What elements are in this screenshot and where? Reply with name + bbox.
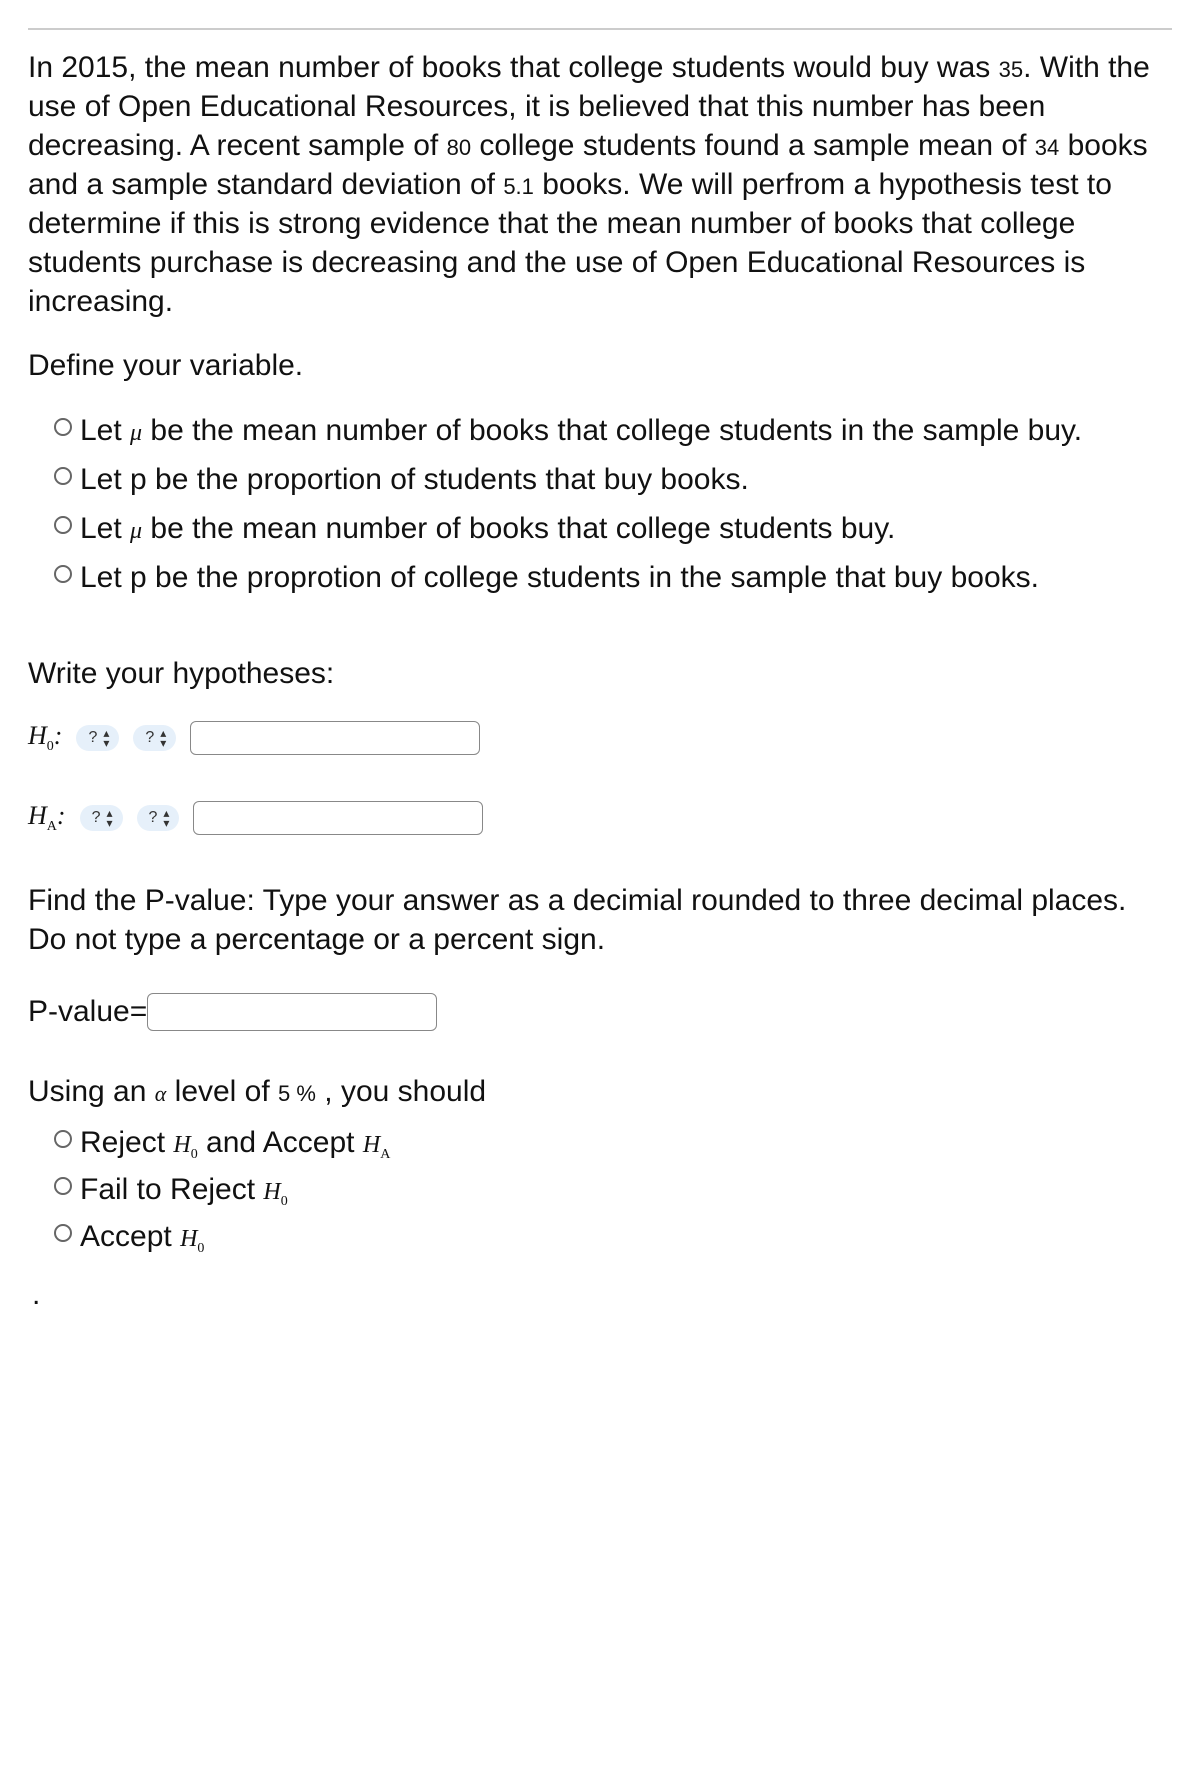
option-text: be the mean number of books that college…	[142, 414, 1082, 447]
option-text: Reject	[80, 1126, 173, 1159]
chevron-updown-icon: ▴▾	[106, 808, 112, 828]
mu-symbol: μ	[130, 518, 142, 544]
prompt-value-80: 80	[447, 135, 471, 160]
option-label: Let p be the proportion of students that…	[80, 460, 749, 499]
pvalue-instruction: Find the P-value: Type your answer as a …	[28, 881, 1172, 959]
select-placeholder: ?	[145, 727, 154, 749]
question-page: In 2015, the mean number of books that c…	[0, 0, 1200, 1352]
pvalue-label: P-value=	[28, 995, 147, 1029]
problem-statement: In 2015, the mean number of books that c…	[28, 48, 1172, 321]
chevron-updown-icon: ▴▾	[160, 728, 166, 748]
define-variable-heading: Define your variable.	[28, 349, 1172, 383]
select-placeholder: ?	[149, 807, 158, 829]
prompt-text: In 2015, the mean number of books that c…	[28, 51, 999, 84]
h-subscript: A	[47, 819, 57, 834]
pvalue-input[interactable]	[147, 993, 437, 1031]
decision-option-reject[interactable]: Reject H0 and Accept HA	[54, 1123, 1172, 1164]
decision-option-accept[interactable]: Accept H0	[54, 1217, 1172, 1258]
chevron-updown-icon: ▴▾	[163, 808, 169, 828]
variable-option-1[interactable]: Let μ be the mean number of books that c…	[54, 411, 1172, 450]
h0-label: H0:	[28, 721, 62, 755]
option-label: Accept H0	[80, 1217, 204, 1258]
chevron-updown-icon: ▴▾	[103, 728, 109, 748]
alpha-level: 5 %	[278, 1081, 316, 1106]
ha-line: HA: ? ▴▾ ? ▴▾	[28, 801, 1172, 835]
variable-option-2[interactable]: Let p be the proportion of students that…	[54, 460, 1172, 499]
option-label: Let μ be the mean number of books that c…	[80, 411, 1082, 450]
hypotheses-heading: Write your hypotheses:	[28, 657, 1172, 691]
ha-param-select[interactable]: ? ▴▾	[80, 805, 123, 831]
decision-option-fail[interactable]: Fail to Reject H0	[54, 1170, 1172, 1211]
h0-symbol: H0	[263, 1179, 287, 1205]
option-label: Fail to Reject H0	[80, 1170, 288, 1211]
option-label: Reject H0 and Accept HA	[80, 1123, 390, 1164]
option-text: be the mean number of books that college…	[142, 512, 895, 545]
h0-line: H0: ? ▴▾ ? ▴▾	[28, 721, 1172, 755]
h0-symbol: H0	[173, 1132, 197, 1158]
decision-heading: Using an α level of 5 % , you should	[28, 1075, 1172, 1109]
option-text: Accept	[80, 1220, 180, 1253]
alpha-symbol: α	[155, 1081, 167, 1106]
pvalue-line: P-value=	[28, 993, 1172, 1031]
radio-icon[interactable]	[54, 1224, 72, 1242]
prompt-value-5p1: 5.1	[503, 174, 534, 199]
option-text: Let	[80, 512, 130, 545]
option-label: Let p be the proprotion of college stude…	[80, 558, 1039, 597]
variable-options: Let μ be the mean number of books that c…	[28, 411, 1172, 597]
h-letter: H	[28, 721, 47, 750]
h-letter: H	[28, 801, 47, 830]
h0-value-input[interactable]	[190, 721, 480, 755]
mu-symbol: μ	[130, 420, 142, 446]
h-subscript: 0	[47, 739, 54, 754]
h0-param-select[interactable]: ? ▴▾	[76, 725, 119, 751]
prompt-text: college students found a sample mean of	[471, 129, 1035, 162]
ha-operator-select[interactable]: ? ▴▾	[137, 805, 180, 831]
ha-symbol: HA	[363, 1132, 390, 1158]
select-placeholder: ?	[92, 807, 101, 829]
decision-options: Reject H0 and Accept HA Fail to Reject H…	[28, 1123, 1172, 1258]
variable-option-4[interactable]: Let p be the proprotion of college stude…	[54, 558, 1172, 597]
prompt-value-34: 34	[1035, 135, 1059, 160]
option-text: Let	[80, 414, 130, 447]
select-placeholder: ?	[88, 727, 97, 749]
option-text: Fail to Reject	[80, 1173, 263, 1206]
h0-symbol: H0	[180, 1226, 204, 1252]
radio-icon[interactable]	[54, 1130, 72, 1148]
variable-option-3[interactable]: Let μ be the mean number of books that c…	[54, 509, 1172, 548]
trailing-dot: .	[28, 1278, 1172, 1312]
ha-value-input[interactable]	[193, 801, 483, 835]
hypotheses-section: Write your hypotheses: H0: ? ▴▾ ? ▴▾ HA:…	[28, 657, 1172, 835]
divider	[28, 28, 1172, 30]
decision-text: Using an	[28, 1075, 155, 1108]
radio-icon[interactable]	[54, 516, 72, 534]
prompt-value-35: 35	[999, 57, 1023, 82]
radio-icon[interactable]	[54, 467, 72, 485]
option-text: and Accept	[198, 1126, 363, 1159]
radio-icon[interactable]	[54, 565, 72, 583]
option-label: Let μ be the mean number of books that c…	[80, 509, 895, 548]
h0-operator-select[interactable]: ? ▴▾	[133, 725, 176, 751]
decision-text: , you should	[316, 1075, 486, 1108]
radio-icon[interactable]	[54, 1177, 72, 1195]
decision-text: level of	[166, 1075, 278, 1108]
ha-label: HA:	[28, 801, 66, 835]
radio-icon[interactable]	[54, 418, 72, 436]
